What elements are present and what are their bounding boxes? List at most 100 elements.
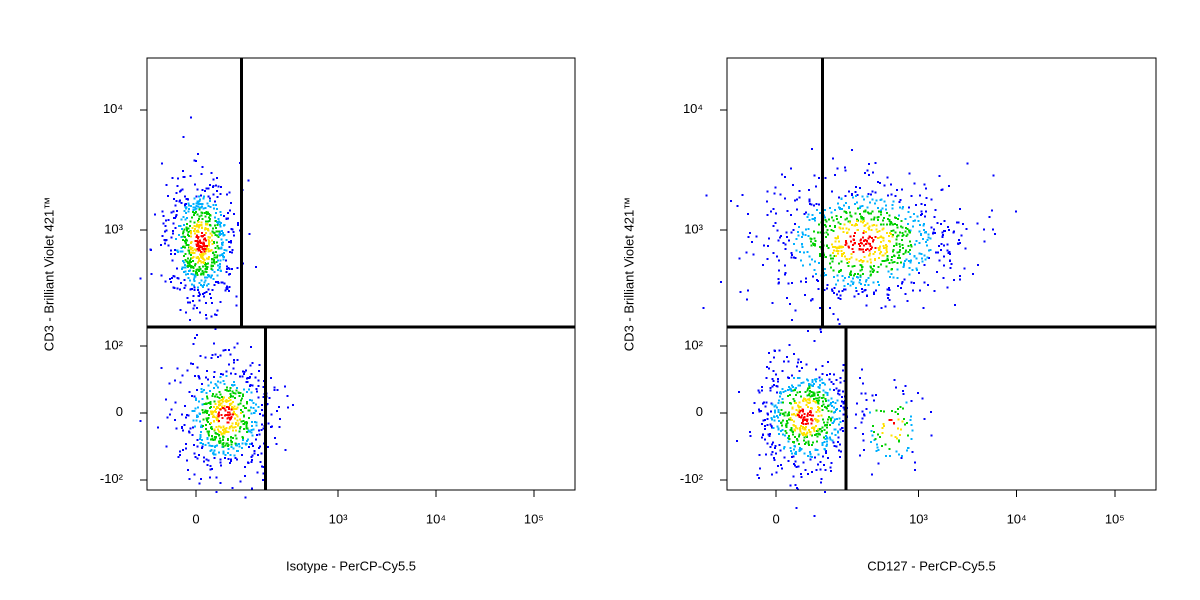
event-dot (232, 401, 235, 403)
event-dot (219, 376, 222, 378)
event-dot (811, 426, 814, 429)
event-dot (261, 465, 264, 468)
event-dot (207, 257, 210, 260)
event-dot (218, 223, 221, 226)
event-dot (262, 472, 265, 475)
event-dot (892, 229, 895, 232)
event-dot (225, 370, 228, 373)
event-dot (793, 413, 796, 416)
event-dot (217, 218, 220, 220)
event-dot (746, 298, 749, 301)
event-dot (220, 396, 223, 398)
event-dot (806, 422, 809, 425)
event-dot (187, 270, 190, 273)
event-dot (203, 238, 206, 241)
event-dot (240, 420, 243, 423)
event-dot (191, 216, 194, 219)
event-dot (156, 426, 159, 429)
event-dot (877, 433, 879, 436)
event-dot (791, 407, 794, 410)
event-dot (187, 202, 190, 205)
event-dot (202, 293, 205, 296)
event-dot (185, 223, 188, 226)
event-dot (226, 421, 229, 424)
event-dot (859, 269, 862, 272)
event-dot (830, 410, 833, 413)
event-dot (859, 220, 862, 223)
event-dot (760, 436, 763, 439)
event-dot (767, 367, 770, 370)
event-dot (195, 211, 198, 213)
event-dot (804, 418, 807, 421)
event-dot (795, 402, 798, 404)
event-dot (842, 413, 845, 416)
event-dot (205, 417, 208, 420)
event-dot (207, 239, 210, 242)
event-dot (863, 255, 866, 258)
event-dot (246, 377, 249, 380)
event-dot (212, 411, 215, 414)
event-dot (801, 432, 803, 435)
event-dot (788, 401, 791, 404)
event-dot (199, 203, 202, 205)
event-dot (202, 418, 205, 421)
event-dot (826, 437, 829, 440)
event-dot (223, 427, 226, 430)
event-dot (810, 456, 813, 458)
event-dot (786, 356, 788, 358)
event-dot (869, 440, 872, 443)
event-dot (798, 416, 801, 418)
event-dot (201, 270, 204, 272)
event-dot (218, 440, 221, 443)
event-dot (218, 266, 221, 269)
event-dot (215, 281, 218, 284)
event-dot (828, 388, 831, 391)
event-dot (214, 200, 217, 203)
event-dot (213, 253, 216, 256)
event-dot (802, 381, 805, 384)
event-dot (785, 424, 788, 427)
event-dot (197, 230, 200, 233)
event-dot (780, 409, 783, 412)
event-dot (240, 447, 243, 450)
event-dot (809, 409, 812, 412)
event-dot (988, 215, 991, 218)
event-dot (787, 282, 790, 285)
event-dot (818, 399, 820, 402)
event-dot (959, 207, 961, 210)
event-dot (800, 425, 803, 427)
event-dot (211, 274, 214, 277)
event-dot (861, 236, 864, 239)
event-dot (227, 407, 230, 410)
event-dot (802, 426, 804, 429)
x-axis-label: CD127 - PerCP-Cy5.5 (867, 558, 996, 573)
event-dot (196, 389, 199, 392)
event-dot (814, 244, 817, 247)
event-dot (790, 389, 793, 392)
event-dot (187, 210, 190, 213)
event-dot (852, 281, 855, 284)
event-dot (959, 274, 962, 277)
event-dot (837, 221, 840, 224)
event-dot (193, 304, 196, 307)
event-dot (790, 450, 792, 453)
event-dot (739, 291, 742, 294)
event-dot (242, 370, 245, 373)
event-dot (845, 210, 847, 213)
event-dot (772, 252, 775, 255)
event-dot (208, 476, 211, 479)
event-dot (813, 515, 816, 517)
event-dot (199, 194, 202, 197)
event-dot (208, 199, 211, 202)
event-dot (859, 377, 862, 379)
event-dot (215, 408, 218, 411)
event-dot (170, 236, 173, 239)
event-dot (758, 408, 761, 411)
event-dot (829, 438, 832, 441)
event-dot (932, 232, 935, 235)
event-dot (231, 384, 234, 387)
event-dot (223, 430, 226, 433)
event-dot (873, 223, 876, 226)
event-dot (184, 239, 187, 242)
event-dot (207, 195, 210, 198)
